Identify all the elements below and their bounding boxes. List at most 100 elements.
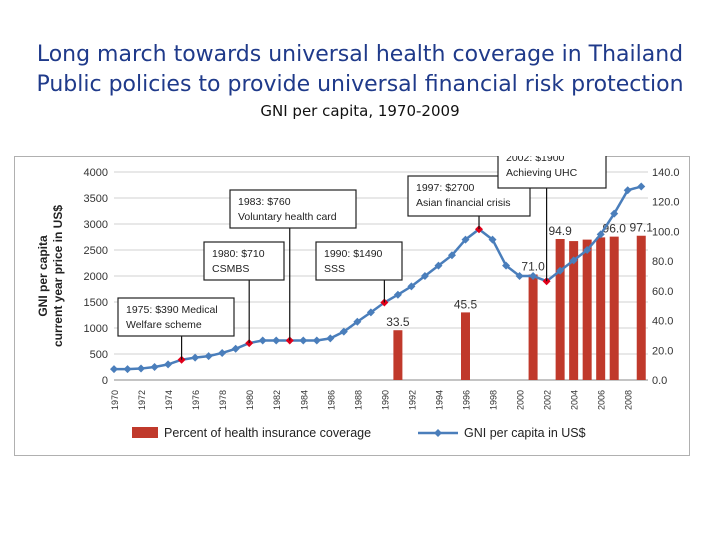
gni-point <box>637 182 646 191</box>
gni-point <box>218 348 227 357</box>
coverage-bar <box>636 235 646 380</box>
slide-title-line1: Long march towards universal health cove… <box>36 42 684 67</box>
y-tick-label-right: 40.0 <box>652 316 673 328</box>
gni-point <box>137 364 146 373</box>
gni-point <box>191 353 200 362</box>
gni-point <box>596 230 605 239</box>
gni-point <box>583 246 592 254</box>
x-tick-label: 2006 <box>597 390 607 410</box>
y-tick-label-left: 3000 <box>84 219 108 231</box>
gni-point <box>407 282 416 291</box>
bar-value-label: 94.9 <box>548 224 572 238</box>
gni-point <box>420 272 429 280</box>
legend-bar-label: Percent of health insurance coverage <box>164 426 371 440</box>
gni-point <box>488 235 497 244</box>
annotation-text: SSS <box>324 263 345 275</box>
y-tick-label-right: 60.0 <box>652 286 673 298</box>
gni-point <box>610 209 619 218</box>
y-tick-label-left: 2000 <box>84 271 108 283</box>
coverage-bar <box>555 239 565 380</box>
x-tick-label: 2008 <box>624 390 634 410</box>
gni-point <box>461 235 470 244</box>
x-tick-label: 1982 <box>272 390 282 410</box>
gni-point <box>515 272 524 280</box>
y-tick-label-left: 0 <box>102 375 108 387</box>
y-axis-title-line1: GNI per capita <box>36 235 50 317</box>
y-tick-label-right: 80.0 <box>652 256 673 268</box>
gni-point <box>569 256 578 265</box>
gni-point <box>272 336 281 345</box>
slide-title-line2: Public policies to provide universal fin… <box>36 72 684 97</box>
y-tick-label-left: 1500 <box>84 297 108 309</box>
annotation-text: CSMBS <box>212 263 249 275</box>
annotation-box <box>117 297 235 337</box>
y-tick-label-right: 100.0 <box>652 226 680 238</box>
x-tick-label: 1998 <box>489 390 499 410</box>
annotation-text: 1990: $1490 <box>324 248 383 260</box>
annotation-text: 1975: $390 Medical <box>126 304 218 316</box>
coverage-bar <box>528 274 538 380</box>
legend-line-marker <box>434 429 442 437</box>
gni-point <box>502 261 511 270</box>
gni-point <box>258 336 267 345</box>
x-tick-label: 1980 <box>245 390 255 410</box>
gni-point <box>529 272 538 280</box>
y-tick-label-right: 0.0 <box>652 375 667 387</box>
annotation-box <box>497 156 607 189</box>
gni-point <box>326 334 335 343</box>
y-tick-label-left: 1000 <box>84 323 108 335</box>
bar-value-label: 96.0 <box>603 222 627 236</box>
x-tick-label: 1978 <box>218 390 228 410</box>
gni-point <box>447 251 456 260</box>
gni-point <box>434 261 443 270</box>
y-tick-label-right: 20.0 <box>652 345 673 357</box>
gni-point <box>123 365 132 374</box>
legend-line-label: GNI per capita in US$ <box>464 426 586 440</box>
gni-point-highlight <box>245 339 254 348</box>
gni-point <box>339 327 348 336</box>
y-tick-label-left: 3500 <box>84 193 108 205</box>
annotation-box <box>229 189 357 229</box>
bar-value-label: 71.0 <box>521 260 545 274</box>
gni-point <box>353 317 362 326</box>
annotation-text: Asian financial crisis <box>416 197 511 209</box>
legend-bar-swatch <box>132 427 158 438</box>
annotation-text: 1997: $2700 <box>416 182 475 194</box>
gni-point <box>150 363 159 371</box>
gni-point-highlight <box>380 298 389 307</box>
x-tick-label: 2002 <box>543 390 553 410</box>
annotation-text: Voluntary health card <box>238 211 337 223</box>
annotation-box <box>203 241 285 281</box>
y-tick-label-right: 140.0 <box>652 167 680 179</box>
bar-value-label: 97.1 <box>630 221 654 235</box>
x-tick-label: 2000 <box>516 390 526 410</box>
gni-point-highlight <box>542 277 551 286</box>
x-tick-label: 1996 <box>461 390 471 410</box>
gni-line <box>114 185 642 371</box>
x-tick-label: 1994 <box>434 390 444 410</box>
gni-point <box>366 308 375 317</box>
x-tick-label: 1988 <box>353 390 363 410</box>
gni-point <box>393 290 402 299</box>
gni-point <box>204 352 213 361</box>
gni-point <box>556 266 565 275</box>
coverage-bar <box>582 239 592 380</box>
y-axis-title-line2: current year price in US$ <box>51 205 65 347</box>
gni-point <box>312 336 321 345</box>
gni-point <box>164 360 173 369</box>
x-tick-label: 1990 <box>380 390 390 410</box>
gni-coverage-chart: 0 500 1000 1500 2000 2500 3000 3500 4000 0.0 20.0 4… <box>14 156 690 456</box>
gni-point <box>231 344 240 353</box>
y-tick-label-right: 120.0 <box>652 197 680 209</box>
annotation-text: Achieving UHC <box>506 167 578 179</box>
gni-point <box>299 336 308 345</box>
x-tick-label: 1992 <box>407 390 417 410</box>
gni-point <box>623 186 632 195</box>
coverage-bar <box>596 237 606 380</box>
bar-value-label: 45.5 <box>454 297 478 311</box>
annotation-text: Welfare scheme <box>126 319 202 331</box>
x-tick-label: 1970 <box>110 390 120 410</box>
bar-value-label: 33.5 <box>386 315 410 329</box>
x-tick-label: 1986 <box>326 390 336 410</box>
annotation-text: 1980: $710 <box>212 248 265 260</box>
